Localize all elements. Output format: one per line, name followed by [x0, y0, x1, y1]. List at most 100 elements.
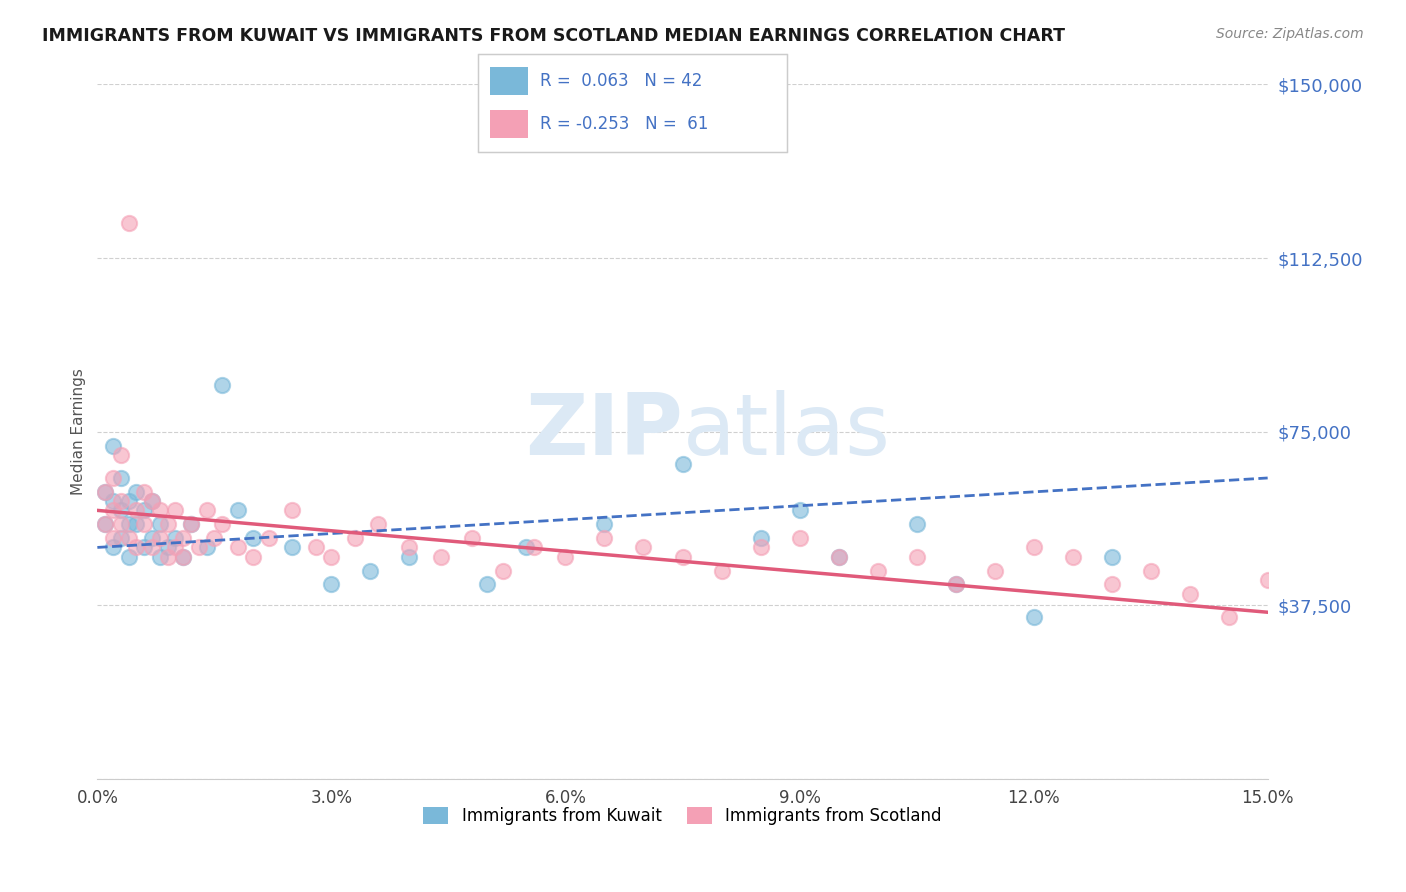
Point: [134, 517, 156, 532]
Point: [1139, 564, 1161, 578]
Point: [281, 541, 304, 555]
Point: [671, 457, 693, 471]
Point: [242, 549, 264, 564]
Point: [156, 541, 179, 555]
Point: [321, 549, 343, 564]
Point: [789, 503, 811, 517]
Point: [1101, 577, 1123, 591]
Point: [101, 541, 124, 555]
Point: [827, 549, 849, 564]
Point: [671, 549, 693, 564]
Point: [117, 216, 139, 230]
Point: [101, 439, 124, 453]
Point: [117, 531, 139, 545]
Point: [156, 549, 179, 564]
Point: [1022, 541, 1045, 555]
Point: [1062, 549, 1084, 564]
Point: [195, 503, 218, 517]
Point: [492, 564, 515, 578]
Point: [211, 378, 233, 392]
Point: [398, 549, 420, 564]
Point: [156, 517, 179, 532]
Point: [1178, 587, 1201, 601]
Point: [1101, 549, 1123, 564]
Point: [461, 531, 484, 545]
Y-axis label: Median Earnings: Median Earnings: [72, 368, 86, 495]
Point: [101, 531, 124, 545]
Point: [202, 531, 225, 545]
Point: [866, 564, 889, 578]
Point: [149, 531, 172, 545]
Point: [211, 517, 233, 532]
Point: [593, 517, 616, 532]
Legend: Immigrants from Kuwait, Immigrants from Scotland: Immigrants from Kuwait, Immigrants from …: [415, 798, 950, 833]
Text: R =  0.063   N = 42: R = 0.063 N = 42: [540, 72, 702, 90]
Point: [905, 549, 928, 564]
Point: [125, 541, 148, 555]
Point: [172, 549, 194, 564]
Point: [110, 517, 132, 532]
Bar: [491, 67, 527, 95]
Text: ZIP: ZIP: [524, 390, 682, 473]
Point: [94, 484, 117, 499]
Point: [827, 549, 849, 564]
Point: [429, 549, 451, 564]
Point: [226, 503, 249, 517]
Point: [477, 577, 499, 591]
Point: [141, 494, 163, 508]
Point: [945, 577, 967, 591]
Point: [134, 484, 156, 499]
Point: [367, 517, 389, 532]
Point: [789, 531, 811, 545]
Point: [554, 549, 576, 564]
Point: [180, 517, 202, 532]
Point: [1257, 573, 1279, 587]
Point: [633, 541, 655, 555]
Point: [149, 503, 172, 517]
Point: [125, 503, 148, 517]
Point: [593, 531, 616, 545]
Point: [110, 503, 132, 517]
Point: [141, 494, 163, 508]
Point: [398, 541, 420, 555]
Point: [110, 531, 132, 545]
Point: [172, 549, 194, 564]
Point: [187, 541, 209, 555]
Point: [125, 484, 148, 499]
Point: [945, 577, 967, 591]
Point: [1218, 610, 1240, 624]
Point: [905, 517, 928, 532]
Point: [101, 471, 124, 485]
Point: [94, 484, 117, 499]
Point: [257, 531, 280, 545]
Point: [134, 503, 156, 517]
Point: [1022, 610, 1045, 624]
Point: [134, 541, 156, 555]
Point: [117, 517, 139, 532]
Point: [195, 541, 218, 555]
Point: [101, 494, 124, 508]
Point: [165, 531, 187, 545]
Point: [110, 494, 132, 508]
Point: [749, 531, 772, 545]
Point: [226, 541, 249, 555]
Point: [101, 503, 124, 517]
Point: [165, 541, 187, 555]
Text: IMMIGRANTS FROM KUWAIT VS IMMIGRANTS FROM SCOTLAND MEDIAN EARNINGS CORRELATION C: IMMIGRANTS FROM KUWAIT VS IMMIGRANTS FRO…: [42, 27, 1066, 45]
Point: [165, 503, 187, 517]
Point: [172, 531, 194, 545]
Point: [359, 564, 381, 578]
Point: [110, 471, 132, 485]
Point: [94, 517, 117, 532]
Point: [94, 517, 117, 532]
Point: [149, 517, 172, 532]
Point: [983, 564, 1005, 578]
Point: [117, 494, 139, 508]
Point: [305, 541, 328, 555]
Point: [141, 541, 163, 555]
Point: [749, 541, 772, 555]
Point: [710, 564, 733, 578]
Point: [343, 531, 366, 545]
Point: [523, 541, 546, 555]
Point: [117, 549, 139, 564]
